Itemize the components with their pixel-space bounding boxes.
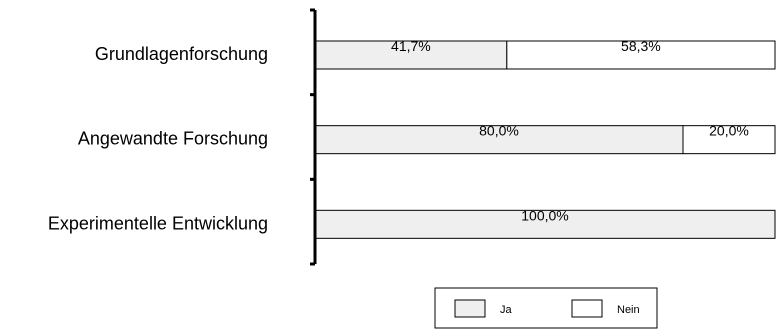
category-label: Grundlagenforschung [95,44,268,64]
legend-label-ja: Ja [500,304,513,316]
category-label: Experimentelle Entwicklung [48,213,268,233]
category-label: Angewandte Forschung [78,129,268,149]
bar-ja-2 [314,209,776,239]
data-label: 58,3% [621,38,661,54]
bar-nein-1 [682,125,776,155]
data-label: 41,7% [391,38,431,54]
data-label: 100,0% [521,207,568,223]
data-label: 80,0% [479,123,519,139]
bar-nein-0 [506,40,776,70]
legend-swatch-ja [454,299,486,318]
legend-swatch-nein [571,299,603,318]
data-label: 20,0% [709,123,749,139]
bar-ja-0 [314,40,508,70]
bar-ja-1 [314,125,684,155]
legend-label-nein: Nein [617,304,640,316]
